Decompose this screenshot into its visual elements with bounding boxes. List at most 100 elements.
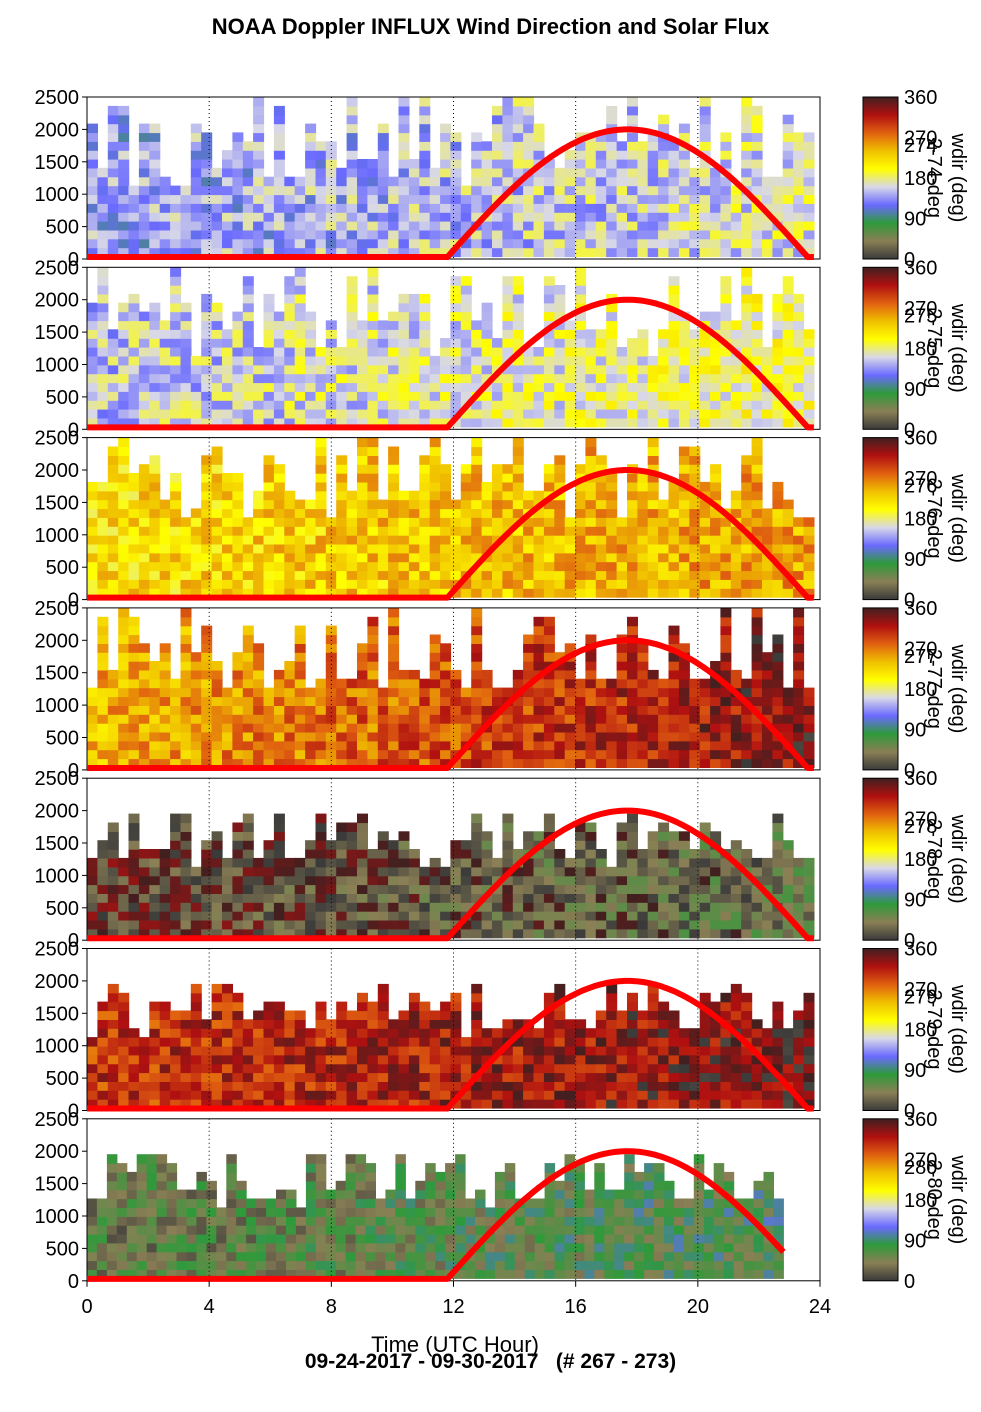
heatmap-cell xyxy=(315,355,327,366)
heatmap-cell xyxy=(782,857,794,868)
heatmap-cell xyxy=(305,731,317,742)
heatmap-cell xyxy=(575,857,587,868)
heatmap-cell xyxy=(803,194,815,204)
heatmap-cell xyxy=(107,884,119,894)
heatmap-cell xyxy=(222,705,233,715)
heatmap-cell xyxy=(190,911,202,921)
heatmap-cell xyxy=(242,176,254,187)
heatmap-cell xyxy=(751,517,763,527)
heatmap-cell xyxy=(419,338,431,348)
heatmap-cell xyxy=(730,373,742,384)
heatmap-cell xyxy=(689,221,701,231)
heatmap-cell xyxy=(284,409,296,419)
heatmap-cell xyxy=(315,919,327,930)
heatmap-cell xyxy=(118,1045,130,1056)
heatmap-cell xyxy=(751,669,763,680)
heatmap-cell xyxy=(367,570,379,580)
heatmap-cell xyxy=(242,652,254,662)
heatmap-cell xyxy=(190,579,202,589)
colorbar-tick-label: 360 xyxy=(904,87,937,109)
heatmap-cell xyxy=(346,355,358,366)
heatmap-cell xyxy=(429,167,441,178)
heatmap-cell xyxy=(782,902,794,912)
heatmap-cell xyxy=(201,723,213,733)
heatmap-cell xyxy=(647,714,659,724)
heatmap-cell xyxy=(450,731,462,742)
heatmap-cell xyxy=(305,329,317,339)
heatmap-cell xyxy=(180,911,192,921)
heatmap-cell xyxy=(128,1045,140,1056)
heatmap-cell xyxy=(668,758,680,768)
heatmap-cell xyxy=(284,355,296,366)
heatmap-cell xyxy=(627,417,638,428)
heatmap-cell xyxy=(190,758,202,768)
heatmap-cell xyxy=(118,1063,130,1074)
heatmap-cell xyxy=(201,884,213,894)
heatmap-cell xyxy=(357,552,368,563)
heatmap-cell xyxy=(118,1028,130,1038)
heatmap-cell xyxy=(284,238,296,249)
heatmap-cell xyxy=(616,167,628,178)
heatmap-cell xyxy=(793,669,805,680)
heatmap-cell xyxy=(575,822,587,832)
heatmap-cell xyxy=(294,285,306,295)
heatmap-cell xyxy=(367,517,379,527)
heatmap-cell xyxy=(481,417,493,428)
heatmap-cell xyxy=(751,203,763,213)
heatmap-cell xyxy=(564,203,576,213)
heatmap-cell xyxy=(429,238,441,249)
heatmap-cell xyxy=(367,740,379,751)
heatmap-cell xyxy=(190,919,202,930)
heatmap-cell xyxy=(730,902,742,912)
heatmap-cell xyxy=(367,849,379,859)
heatmap-cell xyxy=(782,526,794,536)
heatmap-cell xyxy=(107,382,119,392)
heatmap-cell xyxy=(388,857,400,868)
heatmap-cell xyxy=(232,347,244,357)
heatmap-cell xyxy=(772,552,784,563)
heatmap-cell xyxy=(658,866,670,877)
heatmap-cell xyxy=(627,893,638,903)
heatmap-cell xyxy=(730,749,742,760)
heatmap-cell xyxy=(315,373,327,384)
heatmap-cell xyxy=(554,731,566,742)
heatmap-cell xyxy=(699,687,711,698)
heatmap-cell xyxy=(699,866,711,877)
heatmap-cell xyxy=(543,579,555,589)
heatmap-cell xyxy=(720,588,732,598)
heatmap-cell xyxy=(616,928,628,939)
heatmap-cell xyxy=(419,194,431,204)
heatmap-cell xyxy=(585,382,597,392)
heatmap-cell xyxy=(606,382,618,392)
heatmap-cell xyxy=(523,141,535,151)
heatmap-cell xyxy=(647,526,659,536)
heatmap-cell xyxy=(180,749,192,760)
heatmap-cell xyxy=(699,400,711,410)
heatmap-cell xyxy=(699,696,711,706)
heatmap-cell xyxy=(263,588,275,598)
heatmap-cell xyxy=(543,705,555,715)
heatmap-cell xyxy=(554,552,566,563)
heatmap-cell xyxy=(263,758,275,768)
heatmap-cell xyxy=(668,884,680,894)
heatmap-cell xyxy=(554,723,566,733)
heatmap-cell xyxy=(107,740,119,751)
heatmap-cell xyxy=(554,464,566,474)
heatmap-cell xyxy=(107,373,119,384)
heatmap-cell xyxy=(242,749,254,760)
heatmap-cell xyxy=(180,1045,192,1056)
heatmap-cell xyxy=(762,355,773,366)
heatmap-cell xyxy=(336,364,348,375)
heatmap-cell xyxy=(367,194,379,204)
heatmap-cell xyxy=(637,221,649,231)
heatmap-cell xyxy=(138,473,150,483)
heatmap-cell xyxy=(107,561,119,572)
heatmap-cell xyxy=(138,481,150,492)
heatmap-cell xyxy=(502,285,514,295)
heatmap-cell xyxy=(699,391,711,401)
heatmap-cell xyxy=(741,311,753,322)
heatmap-cell xyxy=(325,866,337,877)
heatmap-cell xyxy=(107,238,119,249)
heatmap-cell xyxy=(793,382,805,392)
